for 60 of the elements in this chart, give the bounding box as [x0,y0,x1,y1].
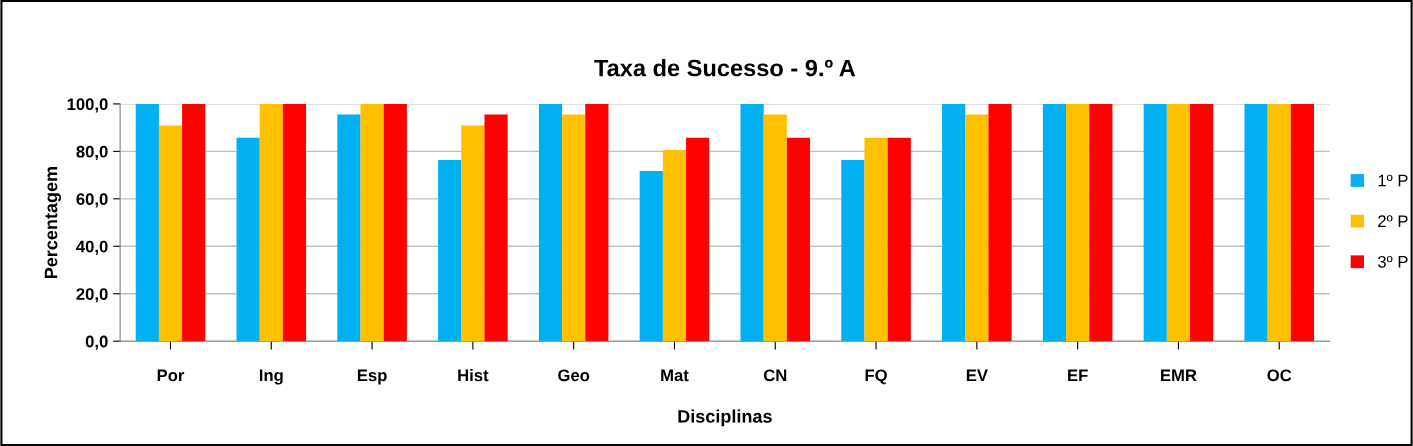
chart-title: Taxa de Sucesso - 9.º A [594,59,856,77]
bar [988,103,1012,342]
bar [662,149,687,342]
bar [461,125,485,342]
x-tick-label: Mat [661,369,689,382]
x-tick-label: Esp [357,369,387,385]
y-tick-label: 60,0 [76,193,108,208]
bar [438,159,462,342]
x-tick-label: EMR [1161,369,1197,382]
x-tick-label: FQ [865,369,887,385]
bar [383,103,407,342]
x-tick-label: Geo [558,369,590,382]
x-tick-label: Por [157,369,185,382]
x-tick-label: OC [1267,369,1292,382]
x-tick-label: Ing [259,369,283,385]
y-tick-label: 80,0 [76,145,108,160]
bar [360,103,384,342]
y-tick-label: 100,0 [67,98,108,113]
bar [182,103,206,342]
bar [135,103,159,342]
bar [942,103,966,342]
bar [1290,103,1315,342]
legend-label: 1º P [1378,174,1408,187]
bar [841,159,865,342]
bar [864,137,888,342]
x-tick-label: CN [763,369,787,382]
y-tick-label: 0,0 [85,335,108,350]
bar [1042,103,1067,342]
bar [158,125,183,342]
x-tick-label: Hist [458,368,489,382]
bar [686,137,710,342]
bar [1089,103,1113,342]
bar [740,103,764,342]
legend-label: 2º P [1378,215,1408,227]
bar [1267,103,1291,342]
bar [1066,103,1090,342]
bar [1190,103,1214,342]
bar [562,114,586,342]
bar [538,103,563,342]
bar [786,137,811,342]
legend-label: 3º P [1377,255,1408,268]
x-axis-title: Disciplinas [678,409,772,427]
bar [639,171,663,342]
bar [1244,103,1268,342]
bar [259,103,283,342]
bar [337,114,361,342]
bar [763,114,787,342]
x-tick-label: EF [1068,369,1088,382]
bar [887,137,911,342]
bar [484,114,508,342]
bar [282,103,307,342]
bar [1166,103,1191,342]
y-tick-label: 40,0 [76,240,108,255]
bar [236,137,260,342]
y-axis-title: Percentagem [44,166,62,279]
bar [1143,103,1167,342]
x-tick-label: EV [966,369,988,382]
bar [585,103,609,342]
bar [965,114,989,342]
y-tick-label: 20,0 [76,288,108,303]
